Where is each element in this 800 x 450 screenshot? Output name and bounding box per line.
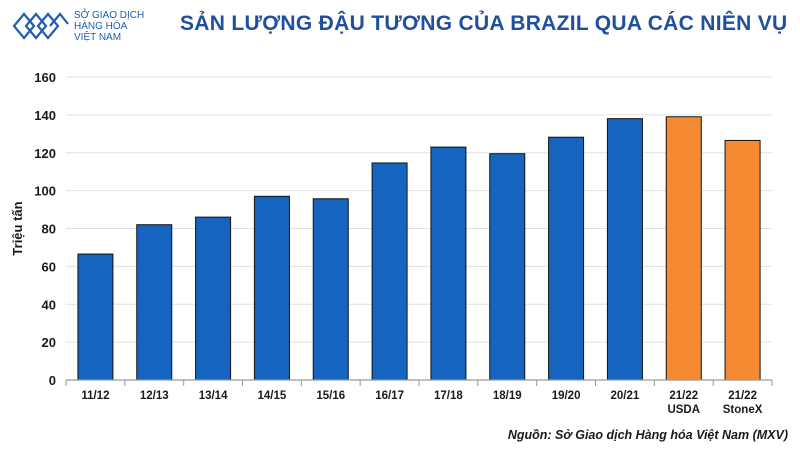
x-tick-label: 20/21 [611, 390, 640, 402]
bar [371, 162, 408, 381]
chart-title: SẢN LƯỢNG ĐẬU TƯƠNG CỦA BRAZIL QUA CÁC N… [180, 12, 788, 35]
y-tick-label: 140 [34, 108, 56, 123]
x-tick-label: StoneX [723, 404, 763, 416]
y-tick-label: 0 [49, 373, 56, 388]
bar [665, 116, 702, 381]
y-tick-label: 120 [34, 146, 56, 161]
source-note: Nguồn: Sở Giao dịch Hàng hóa Việt Nam (M… [507, 428, 788, 442]
x-tick-label: 16/17 [375, 390, 404, 402]
y-tick-label: 60 [42, 259, 56, 274]
bar [606, 118, 643, 381]
bar [489, 153, 526, 381]
x-tick-label: 12/13 [140, 390, 169, 402]
bar [77, 253, 114, 381]
bar [312, 198, 349, 381]
y-tick-label: 100 [34, 184, 56, 199]
x-tick-label: 13/14 [199, 390, 228, 402]
x-tick-label: 18/19 [493, 390, 522, 402]
bar [724, 139, 761, 381]
x-tick-label: 15/16 [316, 390, 345, 402]
x-tick-label: 11/12 [81, 390, 109, 402]
bar [548, 136, 585, 381]
logo-text-line-1: SỞ GIAO DỊCH [74, 10, 145, 21]
y-tick-label: 40 [42, 297, 56, 312]
bar [253, 195, 290, 381]
y-tick-label: 80 [42, 222, 56, 237]
y-tick-label: 160 [34, 70, 56, 85]
bar [195, 216, 232, 381]
x-tick-label: 14/15 [258, 390, 287, 402]
bar [430, 146, 467, 381]
logo-text-line-2: HÀNG HÓA [74, 21, 128, 32]
x-tick-label: 19/20 [552, 390, 581, 402]
x-tick-label: 21/22 [728, 390, 757, 402]
x-tick-label: 17/18 [434, 390, 463, 402]
y-tick-label: 20 [42, 335, 56, 350]
logo-chevron-icon [12, 12, 69, 40]
logo-text-line-3: VIỆT NAM [74, 32, 122, 43]
bar [136, 224, 173, 381]
x-tick-label: 21/22 [669, 390, 698, 402]
logo: SỞ GIAO DỊCH HÀNG HÓA VIỆT NAM [10, 8, 170, 48]
y-axis-label: Triệu tấn [10, 201, 25, 255]
x-tick-label: USDA [667, 404, 700, 416]
